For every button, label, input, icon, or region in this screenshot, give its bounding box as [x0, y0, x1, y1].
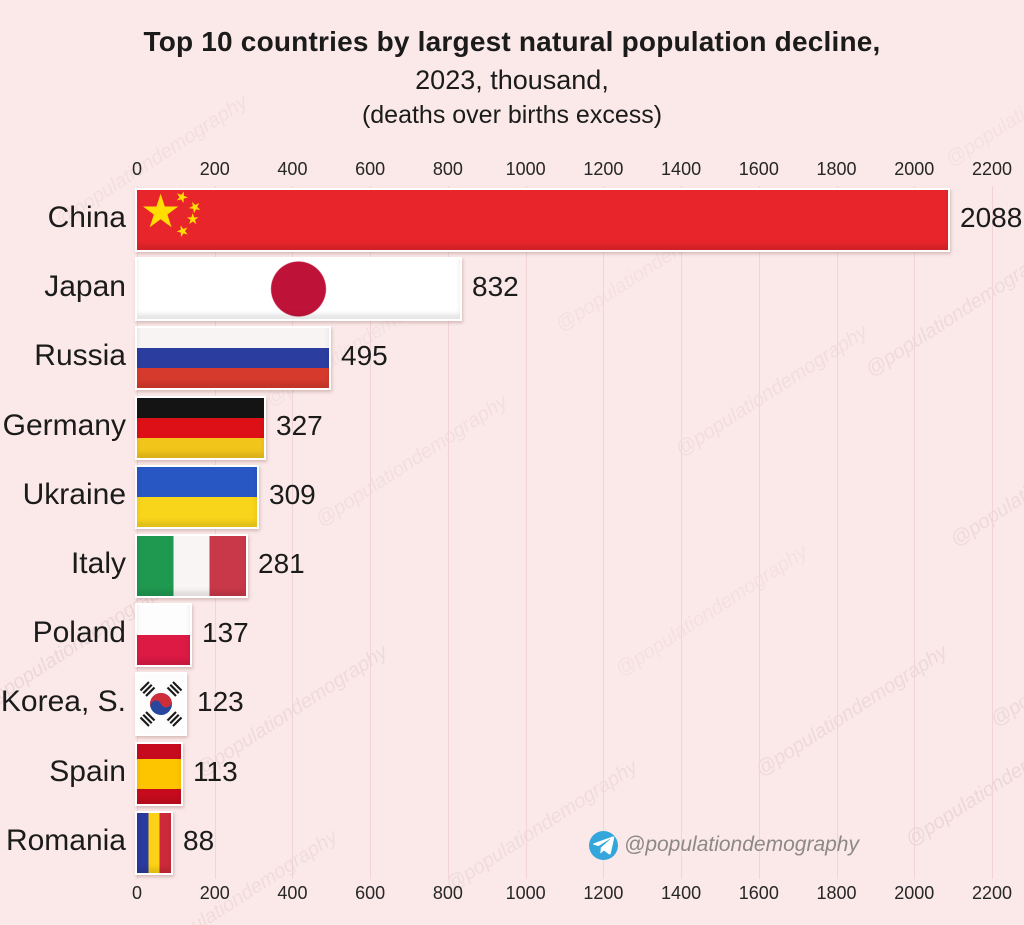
- bar-row-ukraine: Ukraine 309: [0, 464, 1024, 529]
- value-label-ukraine: 309: [269, 478, 316, 510]
- country-label-russia: Russia: [34, 339, 126, 373]
- axis-tick-label-bottom: 2000: [894, 883, 935, 903]
- axis-tick-label-bottom: 1600: [738, 883, 779, 903]
- gridline: [370, 186, 372, 879]
- bar-row-japan: Japan 832: [0, 257, 1024, 322]
- china-flag-large-star: ★: [140, 188, 182, 238]
- axis-tick-label-bottom: 1200: [583, 883, 624, 903]
- flag-bar-japan: [135, 257, 462, 322]
- gridline: [681, 186, 683, 879]
- chart-subtitle-note: (deaths over births excess): [361, 101, 663, 129]
- value-label-poland: 137: [202, 617, 249, 649]
- gridline: [292, 186, 294, 879]
- bar-row-china: China ★ ★ ★ ★ ★ 2088: [0, 188, 1024, 252]
- bar-row-germany: Germany 327: [0, 395, 1024, 460]
- bar-row-russia: Russia 495: [0, 326, 1024, 391]
- gridline: [603, 186, 605, 879]
- axis-tick-label-top: 1000: [505, 159, 546, 179]
- flag-bar-italy: [135, 534, 248, 598]
- value-label-romania: 88: [183, 824, 215, 856]
- gridline: [137, 186, 138, 879]
- country-label-japan: Japan: [44, 270, 126, 304]
- axis-tick-label-bottom: 200: [199, 883, 230, 903]
- chart-title: Top 10 countries by largest natural popu…: [143, 26, 881, 57]
- south-korea-flag: [137, 674, 185, 735]
- flag-bar-poland: [135, 603, 192, 668]
- country-label-germany: Germany: [2, 408, 126, 442]
- axis-tick-label-top: 2200: [971, 159, 1013, 179]
- value-label-korea-s: 123: [197, 686, 244, 718]
- bar-row-poland: Poland 137: [0, 603, 1024, 668]
- chart-title-block: Top 10 countries by largest natural popu…: [0, 26, 1024, 130]
- axis-tick-label-top: 600: [355, 159, 386, 179]
- channel-credit: @populationdemography: [589, 830, 859, 860]
- gridline: [992, 186, 993, 879]
- flag-bar-spain: [135, 741, 183, 806]
- axis-tick-label-top: 1800: [816, 159, 857, 179]
- axis-tick-label-top: 200: [199, 159, 230, 179]
- country-label-italy: Italy: [70, 547, 126, 580]
- axis-tick-label-bottom: 1800: [816, 883, 857, 903]
- country-label-spain: Spain: [49, 754, 126, 788]
- axis-tick-label-top: 1600: [738, 159, 779, 179]
- axis-tick-label-bottom: 1000: [505, 883, 546, 903]
- country-label-ukraine: Ukraine: [22, 477, 126, 511]
- value-label-china: 2088: [960, 202, 1023, 233]
- gridline: [914, 186, 916, 879]
- bar-row-korea-s: Korea, S. 123: [0, 672, 1024, 737]
- value-label-italy: 281: [258, 548, 305, 579]
- value-label-germany: 327: [276, 409, 323, 441]
- axis-tick-label-bottom: 600: [355, 883, 386, 903]
- flag-bar-korea-s: [135, 672, 187, 737]
- gridline: [525, 186, 527, 879]
- axis-tick-label-top: 1400: [661, 159, 702, 179]
- gridline: [214, 186, 216, 879]
- flag-bar-russia: [135, 326, 331, 391]
- axis-tick-label-bottom: 400: [277, 883, 308, 903]
- axis-tick-label-bottom: 800: [432, 883, 463, 903]
- axis-tick-label-top: 400: [277, 159, 308, 179]
- axis-tick-label-top: 0: [131, 159, 142, 179]
- gridline: [836, 186, 838, 879]
- country-label-poland: Poland: [32, 616, 126, 650]
- value-label-japan: 832: [472, 271, 519, 303]
- flag-bar-germany: [135, 395, 266, 460]
- country-label-china: China: [47, 201, 126, 234]
- channel-handle: @populationdemography: [624, 833, 859, 856]
- bar-row-italy: Italy 281: [0, 534, 1024, 598]
- china-flag-small-star: ★: [186, 210, 200, 228]
- axis-tick-label-bottom: 0: [131, 883, 142, 903]
- country-label-romania: Romania: [5, 823, 126, 857]
- flag-bar-romania: [135, 810, 173, 875]
- axis-tick-label-bottom: 1400: [661, 883, 702, 903]
- axis-tick-label-top: 1200: [583, 159, 624, 179]
- value-label-spain: 113: [193, 755, 238, 787]
- telegram-icon: [589, 830, 618, 860]
- gridline: [447, 186, 449, 879]
- axis-tick-label-bottom: 2200: [971, 883, 1013, 903]
- bar-row-romania: Romania 88: [0, 810, 1024, 875]
- bar-row-spain: Spain 113: [0, 741, 1024, 806]
- gridline: [758, 186, 760, 879]
- chart-subtitle-year: 2023, thousand,: [415, 65, 609, 95]
- country-label-korea-s: Korea, S.: [0, 685, 126, 719]
- axis-tick-label-top: 2000: [894, 159, 935, 179]
- value-label-russia: 495: [341, 340, 388, 372]
- flag-bar-china: ★ ★ ★ ★ ★: [135, 188, 950, 252]
- axis-tick-label-top: 800: [432, 159, 463, 179]
- flag-bar-ukraine: [135, 464, 259, 529]
